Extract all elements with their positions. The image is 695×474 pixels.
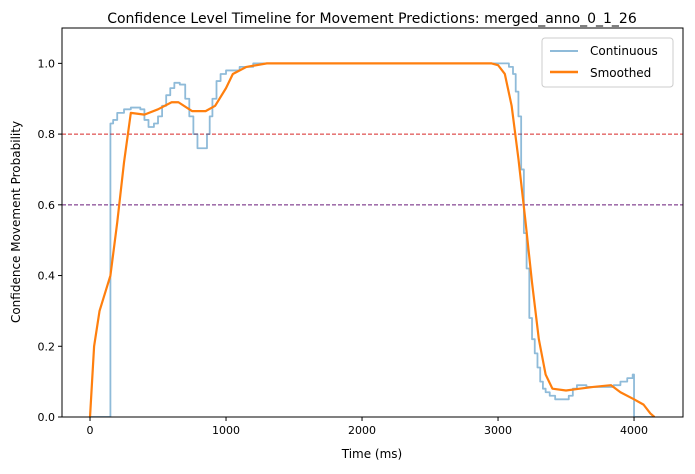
- x-tick-label: 1000: [212, 424, 240, 437]
- y-tick-label: 0.4: [38, 270, 56, 283]
- legend: Continuous Smoothed: [541, 37, 674, 88]
- chart-title: Confidence Level Timeline for Movement P…: [107, 11, 637, 27]
- x-tick-label: 2000: [348, 424, 376, 437]
- series-line-continuous: [90, 62, 655, 417]
- x-tick-label: 0: [87, 424, 94, 437]
- x-tick-label: 4000: [620, 424, 648, 437]
- series-line-smoothed: [88, 62, 656, 417]
- y-axis-label: Confidence Movement Probability: [9, 121, 23, 323]
- y-tick-label: 1.0: [38, 57, 56, 70]
- x-tick-label: 3000: [484, 424, 512, 437]
- legend-label-smoothed: Smoothed: [590, 66, 651, 80]
- y-tick-label: 0.2: [38, 340, 56, 353]
- y-tick-label: 0.0: [38, 411, 56, 424]
- y-tick-label: 0.8: [38, 128, 56, 141]
- x-axis-label: Time (ms): [341, 447, 403, 461]
- legend-label-continuous: Continuous: [590, 44, 658, 58]
- y-tick-label: 0.6: [38, 199, 56, 212]
- plot-frame: [61, 27, 684, 418]
